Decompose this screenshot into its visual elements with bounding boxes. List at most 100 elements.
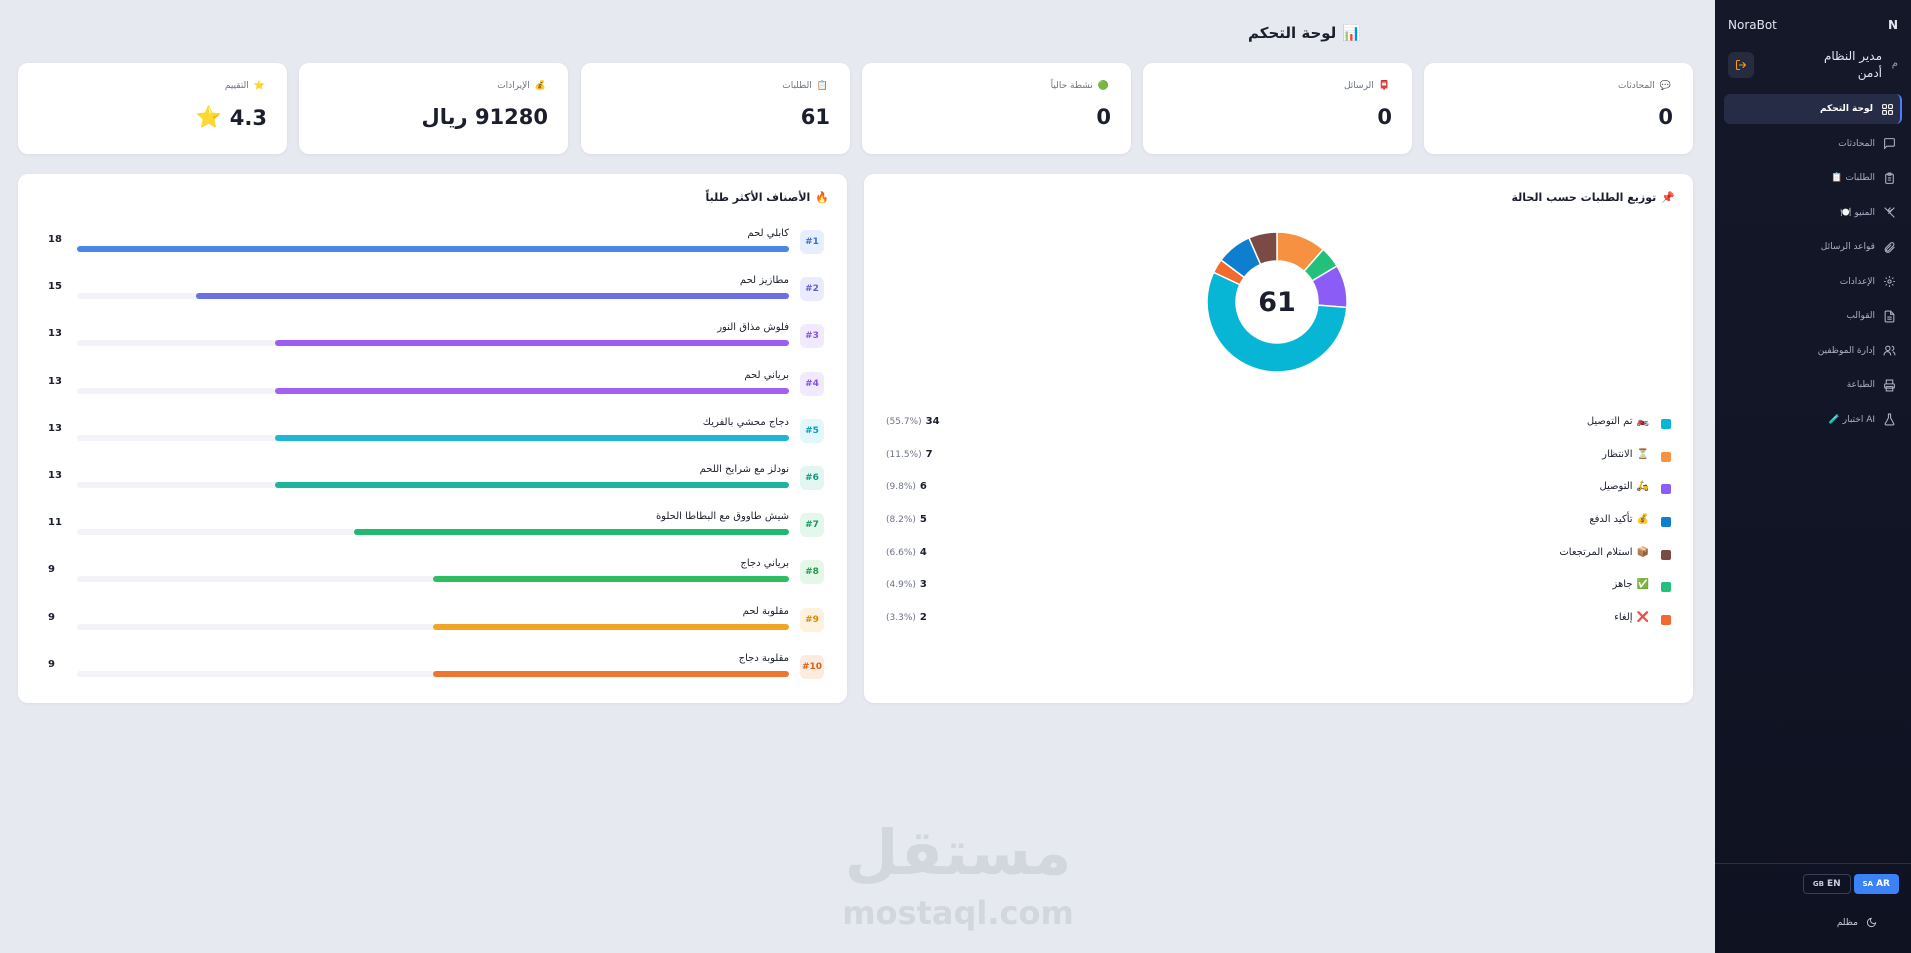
- legend-value: (9.8%) 6: [886, 481, 927, 492]
- item-name: فلوش مذاق النور: [717, 322, 789, 334]
- user-block: مدير النظام أدمن م: [1728, 48, 1898, 84]
- list-item: #8 برياني دجاج 9: [40, 558, 824, 605]
- dashboard-icon: [1882, 103, 1893, 115]
- sidebar-item-message-rules[interactable]: قواعد الرسائل: [1724, 232, 1902, 262]
- item-count: 13: [48, 375, 62, 387]
- legend-percent: (11.5%): [886, 449, 922, 460]
- lang-en-button[interactable]: GB EN: [1802, 874, 1851, 894]
- top-items-panel: 🔥 الأصناف الأكثر طلباً #1 كابلي لحم 18 #2 مط…: [18, 174, 847, 703]
- stat-value: 0: [1658, 105, 1673, 129]
- legend-label-text: الانتظار: [1602, 448, 1633, 460]
- progress-track: [77, 340, 789, 347]
- legend-label-text: استلام المرتجعات: [1559, 546, 1633, 558]
- sidebar-item-settings[interactable]: الإعدادات: [1724, 267, 1902, 297]
- legend-value: (55.7%) 34: [886, 416, 940, 427]
- status-emoji-icon: 📦: [1636, 546, 1649, 558]
- lang-ar-button[interactable]: SA AR: [1853, 874, 1899, 894]
- progress-bar: [195, 293, 789, 300]
- progress-bar: [433, 623, 789, 630]
- list-item: #3 فلوش مذاق النور 13: [40, 322, 824, 369]
- stat-card-orders: 📋 الطلبات 61: [581, 63, 850, 154]
- item-count: 13: [48, 328, 62, 340]
- sidebar-item-printing[interactable]: الطباعة: [1724, 370, 1902, 400]
- progress-track: [77, 293, 789, 300]
- donut-slice[interactable]: [1206, 271, 1348, 373]
- stat-label-text: الطلبات: [782, 81, 812, 91]
- legend-row: ❌ إلغاء (3.3%) 2: [886, 610, 1671, 643]
- item-name: نودلز مع شرايح اللحم: [699, 463, 789, 475]
- utensils-icon: [1884, 207, 1895, 218]
- sidebar-item-label: الإعدادات: [1839, 276, 1875, 287]
- sidebar-item-label: 📋 الطلبات: [1831, 173, 1875, 183]
- progress-bar: [274, 340, 789, 347]
- status-emoji-icon: 🛵: [1636, 481, 1649, 493]
- sidebar-item-menu[interactable]: 🍽️ المنيو: [1724, 198, 1902, 228]
- user-name: أدمن: [1857, 66, 1882, 80]
- sidebar-item-templates[interactable]: القوالب: [1724, 301, 1902, 331]
- avatar: م: [1891, 58, 1898, 69]
- item-count: 9: [48, 611, 55, 623]
- legend-percent: (4.9%): [886, 580, 916, 591]
- rank-badge: #9: [800, 607, 824, 632]
- item-name: دجاج محشي بالفريك: [702, 416, 789, 428]
- list-item: #1 كابلي لحم 18: [40, 228, 824, 275]
- sidebar-item-dashboard[interactable]: لوحة التحكم: [1724, 94, 1902, 124]
- sidebar-item-label: 🧪 اختبار AI: [1828, 414, 1875, 425]
- item-name: كابلي لحم: [747, 228, 789, 239]
- legend-label-text: التوصيل: [1599, 481, 1633, 493]
- legend-percent: (3.3%): [886, 613, 916, 624]
- legend-swatch: [1661, 549, 1671, 560]
- item-count: 18: [48, 234, 62, 245]
- stat-card-active-now: 🟢 نشطة حالياً 0: [862, 63, 1131, 154]
- legend-row: 📦 استلام المرتجعات (6.6%) 4: [886, 545, 1671, 578]
- stat-label: 📮 الرسائل: [1344, 81, 1390, 91]
- legend-count: 34: [925, 416, 940, 427]
- gear-icon: [1884, 276, 1895, 287]
- sidebar-item-conversations[interactable]: المحادثات: [1724, 129, 1902, 159]
- rank-badge: #4: [800, 371, 824, 396]
- stat-label: 📋 الطلبات: [782, 81, 828, 91]
- logout-button[interactable]: [1728, 52, 1754, 78]
- sidebar-item-label: الطباعة: [1846, 380, 1875, 390]
- status-emoji-icon: ❌: [1636, 612, 1649, 624]
- flask-icon: [1884, 413, 1895, 426]
- mailbox-icon: 📮: [1378, 81, 1390, 91]
- sidebar-item-orders[interactable]: 📋 الطلبات: [1724, 163, 1902, 193]
- money-bag-icon: 💰: [534, 81, 546, 91]
- gb-flag-icon: GB: [1812, 880, 1824, 888]
- legend-label: 🛵 التوصيل: [1599, 481, 1649, 492]
- theme-label: مظلم: [1836, 917, 1858, 928]
- rank-badge: #5: [800, 418, 824, 443]
- star-icon: ⭐: [195, 105, 222, 129]
- sidebar-item-ai-test[interactable]: 🧪 اختبار AI: [1724, 405, 1902, 435]
- legend-swatch: [1661, 517, 1671, 528]
- legend-value: (3.3%) 2: [886, 612, 927, 623]
- stat-label: ⭐ التقييم: [225, 81, 265, 91]
- legend-label: 💰 تأكيد الدفع: [1589, 514, 1649, 525]
- progress-bar: [353, 529, 789, 536]
- page-title-text: لوحة التحكم: [1247, 24, 1337, 42]
- legend-count: 5: [919, 514, 927, 526]
- document-icon: [1884, 310, 1895, 322]
- legend-swatch: [1661, 419, 1671, 429]
- rank-badge: #6: [800, 465, 824, 490]
- legend-value: (11.5%) 7: [886, 449, 933, 460]
- sidebar-item-staff[interactable]: إدارة الموظفين: [1724, 336, 1902, 366]
- sidebar-menu: لوحة التحكم المحادثات 📋 الطلبات 🍽️ المني…: [1724, 94, 1902, 439]
- progress-track: [77, 387, 789, 394]
- donut-chart: 61: [1205, 230, 1349, 374]
- sidebar-item-label: المحادثات: [1838, 138, 1875, 149]
- legend-swatch: [1661, 582, 1671, 593]
- sidebar-item-label: قواعد الرسائل: [1820, 242, 1875, 252]
- legend-percent: (6.6%): [886, 547, 916, 558]
- rank-badge: #1: [800, 230, 824, 254]
- lang-en-label: EN: [1826, 879, 1841, 889]
- progress-bar: [274, 387, 789, 394]
- progress-track: [77, 529, 789, 536]
- brand-logo-letter: N: [1887, 18, 1898, 32]
- sidebar: NoraBot N مدير النظام أدمن م لوحة التحكم…: [1715, 0, 1911, 953]
- legend-swatch: [1661, 451, 1671, 462]
- sidebar-divider: [1715, 863, 1911, 864]
- donut-slice[interactable]: [1247, 231, 1278, 266]
- theme-toggle[interactable]: مظلم: [1837, 917, 1877, 928]
